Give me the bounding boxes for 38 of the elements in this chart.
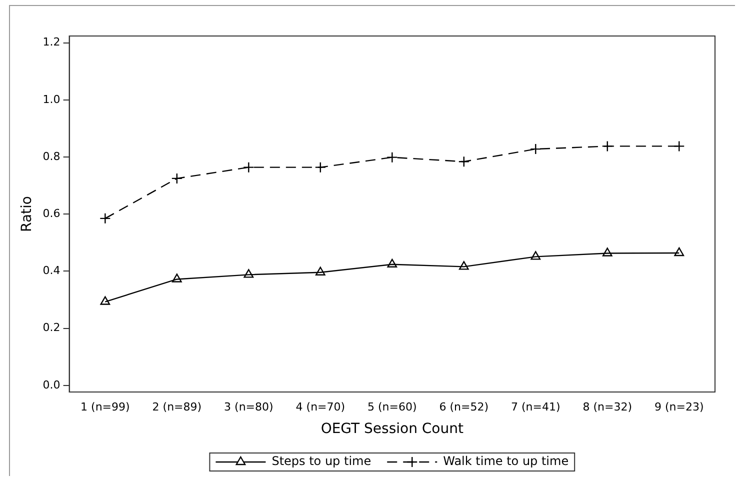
point: [602, 140, 613, 152]
y-tick-label: 1.0: [42, 92, 60, 106]
point: [315, 266, 326, 276]
point: [171, 172, 183, 184]
x-tick-label: 6 (n=52): [439, 400, 489, 414]
y-tick-label: 0.2: [42, 321, 60, 334]
point: [458, 156, 470, 168]
legend-label: Steps to up time: [272, 454, 372, 468]
y-tick-label: 0.6: [42, 207, 60, 220]
x-tick-label: 4 (n=70): [296, 400, 346, 414]
point: [314, 162, 326, 173]
legend-label: Walk time to up time: [443, 454, 569, 468]
point: [100, 212, 111, 224]
y-tick-label: 1.2: [42, 36, 60, 49]
point: [387, 258, 398, 268]
y-tick-label: 0.0: [42, 378, 60, 392]
x-tick-label: 9 (n=23): [654, 400, 704, 414]
point: [674, 140, 685, 152]
x-axis-title: OEGT Session Count: [320, 421, 464, 438]
point: [530, 251, 541, 260]
point: [386, 152, 398, 163]
point: [674, 247, 684, 256]
point: [243, 162, 254, 173]
point: [602, 248, 612, 256]
y-axis-title: Ratio: [19, 196, 36, 232]
x-tick-label: 3 (n=80): [224, 400, 274, 414]
point: [244, 269, 254, 278]
point: [172, 274, 182, 282]
x-tick-label: 1 (n=99): [80, 400, 130, 414]
y-tick-label: 0.4: [42, 264, 60, 278]
x-tick-label: 5 (n=60): [368, 400, 417, 414]
point: [458, 261, 469, 270]
point: [100, 296, 110, 305]
point: [530, 143, 542, 155]
x-tick-label: 8 (n=32): [582, 400, 632, 414]
x-tick-label: 2 (n=89): [152, 400, 202, 414]
y-tick-label: 0.8: [42, 150, 60, 163]
x-tick-label: 7 (n=41): [511, 400, 560, 414]
